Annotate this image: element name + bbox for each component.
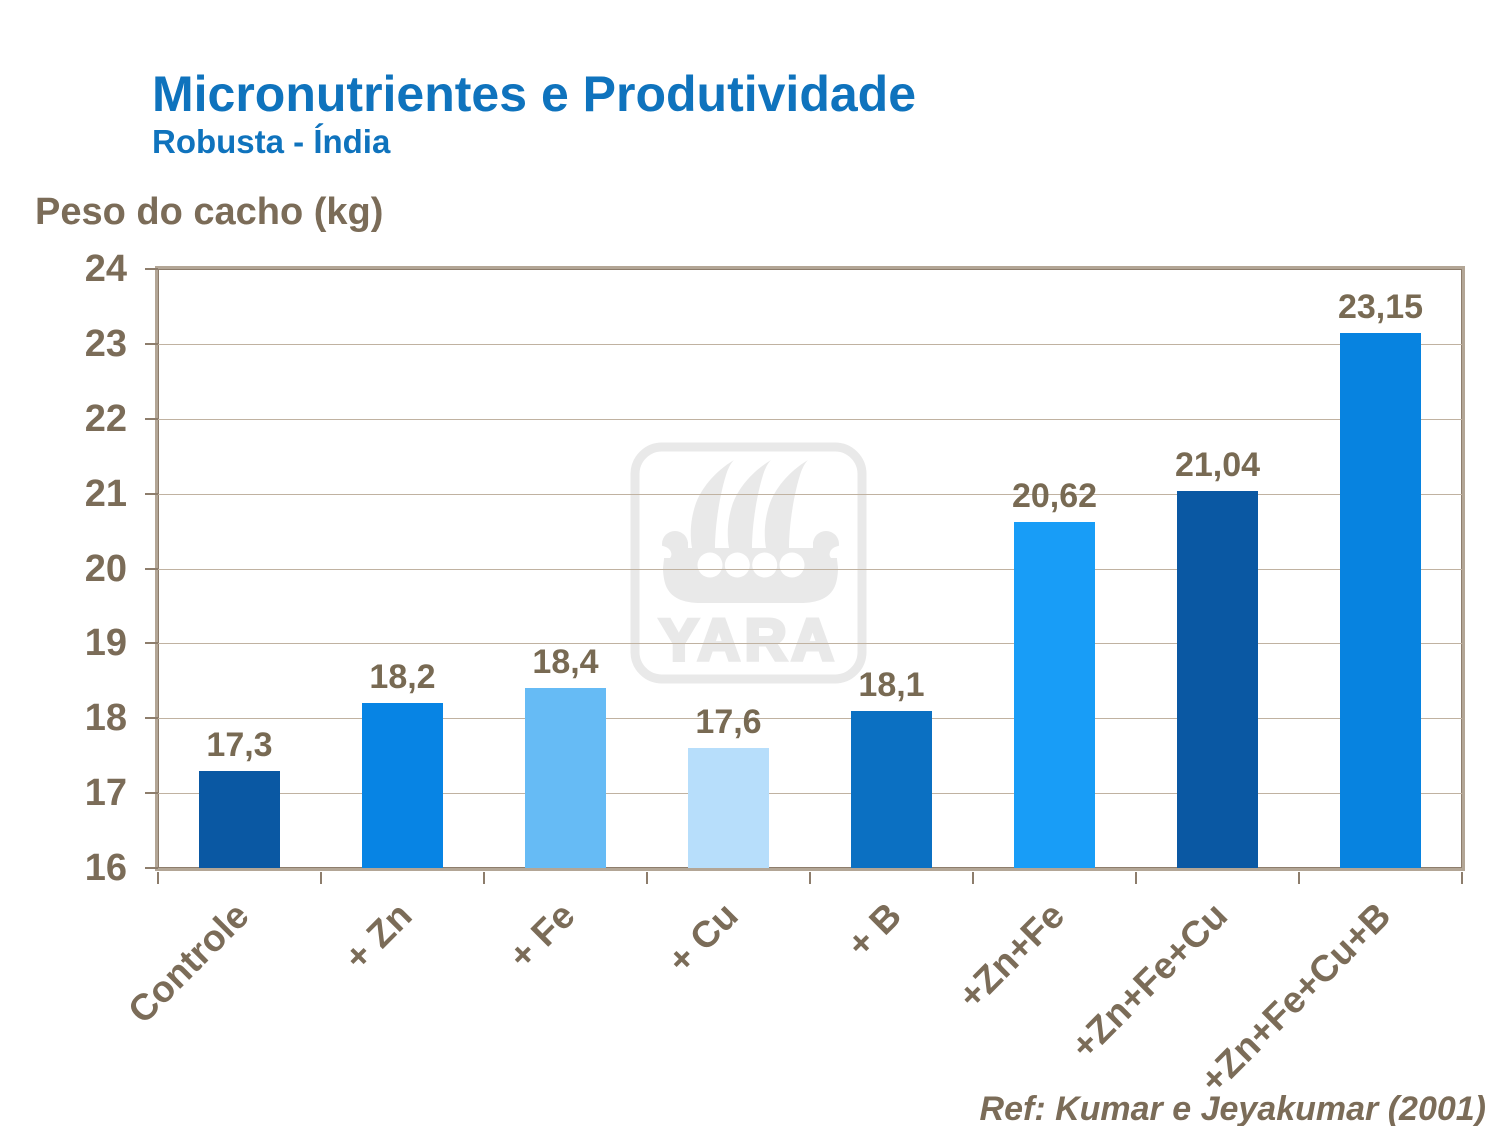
y-tick-label: 19 xyxy=(84,622,127,665)
x-tick-mark xyxy=(1135,872,1137,884)
bar-zn-fe-cu xyxy=(1177,490,1258,868)
bar-cu xyxy=(688,748,769,868)
x-tick-mark xyxy=(646,872,648,884)
bar-value-label: 18,1 xyxy=(858,665,925,704)
bar-b xyxy=(851,710,932,868)
watermark-shield-4 xyxy=(779,552,805,578)
watermark-shield-3 xyxy=(752,552,778,578)
x-category-label: + B xyxy=(838,894,910,966)
y-tick-label: 23 xyxy=(84,322,127,365)
x-tick-mark xyxy=(157,872,159,884)
watermark-shields xyxy=(655,545,846,578)
y-axis-title: Peso do cacho (kg) xyxy=(35,191,384,233)
y-tick-mark xyxy=(145,867,158,869)
watermark-shield-1 xyxy=(697,552,723,578)
y-tick-label: 20 xyxy=(84,547,127,590)
bar-value-label: 20,62 xyxy=(1011,477,1098,516)
gridline xyxy=(158,493,1462,495)
watermark-shield-2 xyxy=(724,552,750,578)
y-tick-label: 17 xyxy=(84,772,127,815)
watermark-frame xyxy=(630,442,867,684)
x-category-label: Controle xyxy=(120,894,258,1032)
bar-zn-fe xyxy=(1014,522,1095,868)
bar-fe xyxy=(525,688,606,868)
y-tick-label: 16 xyxy=(84,847,127,889)
watermark-stern-notch xyxy=(655,545,672,558)
y-tick-mark xyxy=(145,492,158,495)
title-block: Micronutrientes e Produtividade Robusta … xyxy=(152,66,916,162)
x-tick-mark xyxy=(1298,872,1300,884)
x-tick-mark xyxy=(320,872,322,884)
x-category-label: +Zn+Fe+Cu xyxy=(1062,894,1236,1067)
x-tick-mark xyxy=(972,872,974,884)
y-tick-mark xyxy=(145,342,158,345)
x-category-label: +Zn+Fe xyxy=(950,894,1073,1017)
y-tick-label: 21 xyxy=(84,472,127,515)
yara-watermark-logo: YARA xyxy=(630,442,867,684)
gridline xyxy=(158,793,1462,795)
reference-note: Ref: Kumar e Jeyakumar (2001) xyxy=(979,1090,1486,1126)
y-tick-mark xyxy=(145,717,158,720)
x-tick-mark xyxy=(809,872,811,884)
watermark-sail-1 xyxy=(690,460,734,548)
gridline xyxy=(158,418,1462,420)
bar-controle xyxy=(199,770,280,868)
watermark-sail-2 xyxy=(727,460,771,548)
bar-value-label: 21,04 xyxy=(1174,445,1261,484)
x-tick-mark xyxy=(1461,872,1463,884)
x-category-label: + Zn xyxy=(336,894,421,979)
slide-title: Micronutrientes e Produtividade xyxy=(152,66,917,122)
gridline xyxy=(158,343,1462,345)
watermark-prow-notch xyxy=(829,545,846,558)
slide-subtitle: Robusta - Índia xyxy=(152,123,391,160)
gridline xyxy=(158,718,1462,720)
bar-zn xyxy=(362,703,443,868)
gridline xyxy=(158,568,1462,570)
y-tick-label: 18 xyxy=(84,697,127,740)
plot-area: YARA 17,3 18,2 18,4 17,6 18,1 20,62 21,0… xyxy=(155,266,1465,871)
watermark-hull xyxy=(663,548,838,603)
bar-zn-fe-cu-b xyxy=(1340,332,1421,868)
x-category-label: + Fe xyxy=(500,894,584,977)
watermark-ship-icon xyxy=(662,460,839,603)
watermark-sail-3 xyxy=(764,460,808,548)
bar-value-label: 18,2 xyxy=(369,658,436,697)
watermark-text: YARA xyxy=(659,608,838,673)
y-tick-label: 24 xyxy=(84,248,127,290)
x-tick-mark xyxy=(483,872,485,884)
y-tick-label: 22 xyxy=(84,397,127,440)
bar-value-label: 23,15 xyxy=(1337,287,1424,326)
bar-value-label: 17,3 xyxy=(206,725,273,764)
y-tick-mark xyxy=(145,567,158,570)
y-tick-mark xyxy=(145,268,158,270)
y-tick-mark xyxy=(145,792,158,795)
x-category-label: + Cu xyxy=(659,894,747,982)
gridline xyxy=(158,643,1462,645)
y-tick-mark xyxy=(145,642,158,645)
bar-value-label: 18,4 xyxy=(532,643,599,682)
y-tick-mark xyxy=(145,417,158,420)
bar-value-label: 17,6 xyxy=(695,703,762,742)
watermark-frame-group xyxy=(630,442,867,684)
